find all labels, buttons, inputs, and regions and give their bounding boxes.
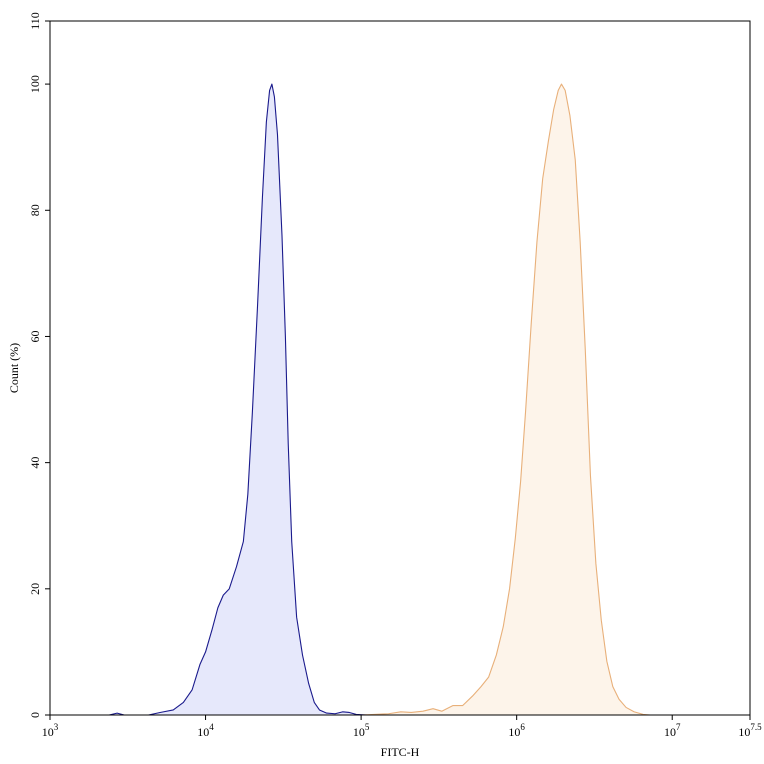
x-tick-exponent: 4 <box>209 722 214 732</box>
x-tick-base: 10 <box>738 725 750 739</box>
x-tick-exponent: 7.5 <box>750 722 762 732</box>
x-tick-label: 103 <box>42 722 59 739</box>
x-tick-base: 10 <box>197 725 209 739</box>
y-tick-label: 60 <box>28 330 42 342</box>
series-layer <box>50 83 750 716</box>
y-tick-label: 100 <box>28 75 42 93</box>
x-tick-base: 10 <box>508 725 520 739</box>
x-axis-ticks: 103 104 105 106 107 107.5 <box>42 715 762 739</box>
plot-frame <box>49 20 751 716</box>
x-tick-label: 105 <box>353 722 370 739</box>
y-tick-label: 80 <box>28 204 42 216</box>
x-tick-label: 107 <box>664 722 681 739</box>
series-1-line <box>50 83 517 716</box>
series-1-area <box>50 84 517 716</box>
x-tick-base: 10 <box>664 725 676 739</box>
x-tick-exponent: 5 <box>365 722 370 732</box>
series-2-line <box>50 83 750 716</box>
x-tick-label: 106 <box>508 722 525 739</box>
y-tick-label: 0 <box>28 712 42 718</box>
x-axis-title: FITC-H <box>381 745 420 759</box>
y-tick-label: 20 <box>28 583 42 595</box>
y-tick-label: 40 <box>28 457 42 469</box>
y-tick-label: 110 <box>28 12 42 30</box>
x-tick-base: 10 <box>42 725 54 739</box>
x-tick-exponent: 6 <box>520 722 525 732</box>
x-tick-label: 107.5 <box>738 722 762 739</box>
x-tick-exponent: 3 <box>54 722 59 732</box>
x-tick-exponent: 7 <box>676 722 681 732</box>
y-axis-title: Count (%) <box>7 343 21 393</box>
x-tick-label: 104 <box>197 722 214 739</box>
y-axis-ticks: 0 20 40 60 80 100 110 <box>28 12 50 718</box>
series-2-area <box>50 84 750 716</box>
x-tick-base: 10 <box>353 725 365 739</box>
